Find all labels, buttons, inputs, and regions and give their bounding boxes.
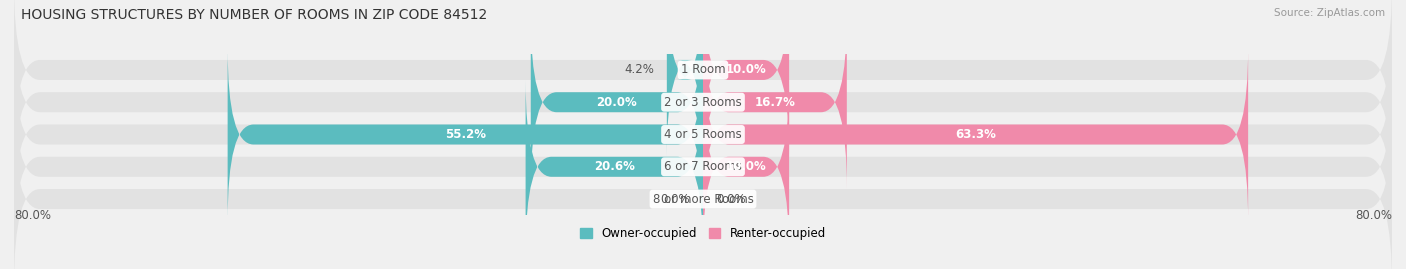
- Text: 1 Room: 1 Room: [681, 63, 725, 76]
- FancyBboxPatch shape: [526, 80, 703, 254]
- Text: 6 or 7 Rooms: 6 or 7 Rooms: [664, 160, 742, 173]
- FancyBboxPatch shape: [228, 48, 703, 221]
- Text: 80.0%: 80.0%: [1355, 209, 1392, 222]
- Text: HOUSING STRUCTURES BY NUMBER OF ROOMS IN ZIP CODE 84512: HOUSING STRUCTURES BY NUMBER OF ROOMS IN…: [21, 8, 488, 22]
- FancyBboxPatch shape: [14, 15, 1392, 189]
- Text: 20.0%: 20.0%: [596, 96, 637, 109]
- Text: Source: ZipAtlas.com: Source: ZipAtlas.com: [1274, 8, 1385, 18]
- Text: 0.0%: 0.0%: [661, 193, 690, 206]
- FancyBboxPatch shape: [14, 0, 1392, 157]
- Text: 2 or 3 Rooms: 2 or 3 Rooms: [664, 96, 742, 109]
- Text: 10.0%: 10.0%: [725, 160, 766, 173]
- Legend: Owner-occupied, Renter-occupied: Owner-occupied, Renter-occupied: [575, 222, 831, 245]
- FancyBboxPatch shape: [703, 0, 789, 157]
- Text: 10.0%: 10.0%: [725, 63, 766, 76]
- Text: 80.0%: 80.0%: [14, 209, 51, 222]
- Text: 0.0%: 0.0%: [716, 193, 745, 206]
- FancyBboxPatch shape: [14, 112, 1392, 269]
- Text: 16.7%: 16.7%: [755, 96, 796, 109]
- Text: 63.3%: 63.3%: [955, 128, 995, 141]
- FancyBboxPatch shape: [703, 15, 846, 189]
- FancyBboxPatch shape: [14, 48, 1392, 221]
- Text: 4.2%: 4.2%: [624, 63, 654, 76]
- Text: 8 or more Rooms: 8 or more Rooms: [652, 193, 754, 206]
- FancyBboxPatch shape: [666, 0, 703, 157]
- Text: 55.2%: 55.2%: [444, 128, 486, 141]
- Text: 20.6%: 20.6%: [593, 160, 634, 173]
- FancyBboxPatch shape: [14, 80, 1392, 254]
- Text: 4 or 5 Rooms: 4 or 5 Rooms: [664, 128, 742, 141]
- FancyBboxPatch shape: [703, 48, 1249, 221]
- FancyBboxPatch shape: [531, 15, 703, 189]
- FancyBboxPatch shape: [703, 80, 789, 254]
